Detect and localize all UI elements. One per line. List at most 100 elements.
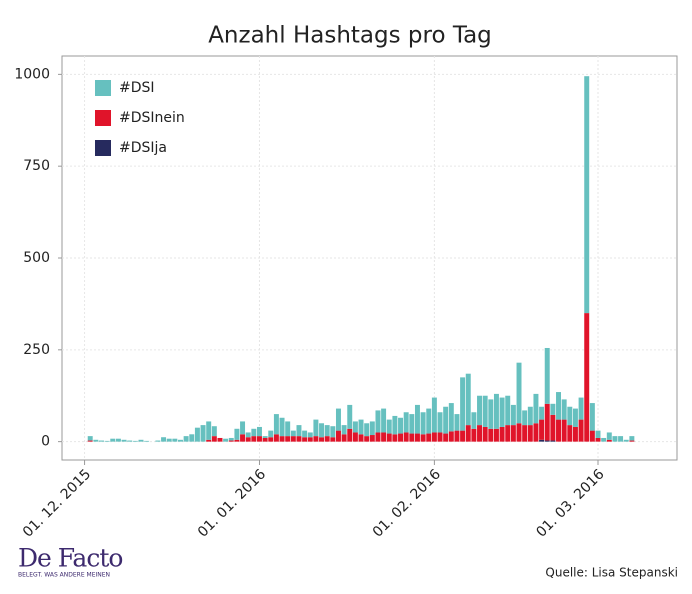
bar-segment [251,436,257,442]
bar-segment [341,434,347,442]
bar-segment [93,439,99,442]
bar-segment [544,440,550,442]
bar-segment [223,438,229,442]
bar-segment [251,428,257,437]
bar-segment [104,440,110,442]
bar-segment [99,440,104,442]
bar-segment [544,347,550,404]
bar-segment [488,399,494,429]
bar-segment [166,438,172,442]
bar-segment [121,439,127,442]
x-tick-label: 01. 12. 2015 [20,466,94,540]
legend-label: #DSInein [119,110,185,126]
bar-segment [448,431,454,442]
bar-segment [465,373,471,426]
bar-segment [279,436,285,442]
bar-segment [330,437,336,442]
bar-segment [584,76,590,314]
bar-segment [471,412,477,429]
legend-label: #DSI [119,80,155,96]
bar-segment [578,397,584,420]
bar-segment [319,437,325,442]
bar-segment [567,406,573,426]
bar-segment [572,408,578,427]
bar-segment [533,423,539,442]
logo-tagline: BELEGT. WAS ANDERE MEINEN [18,572,110,579]
bar-segment [347,428,353,442]
bar-segment [358,434,364,442]
bar-segment [313,419,319,437]
bar-segment [240,421,246,435]
bar-segment [527,425,533,442]
bar-segment [572,426,578,442]
x-tick-label: 01. 02. 2016 [370,466,444,540]
bar-segment [550,414,556,441]
bar-segment [206,421,212,440]
bar-segment [307,437,313,442]
bar-segment [200,425,206,442]
bar-segment [414,404,420,434]
bar-segment [262,436,268,438]
bar-segment [539,406,545,420]
bar-segment [539,439,545,442]
bar-segment [606,439,612,442]
bar-segment [369,435,375,442]
bar-segment [584,313,590,442]
bar-segment [87,436,93,441]
bar-segment [161,437,167,442]
bar-segment [420,434,426,442]
bar-segment [516,362,522,424]
bar-segment [460,377,466,431]
bar-segment [561,399,567,420]
bar-segment [206,439,212,442]
bar-segment [522,425,528,442]
bar-segment [454,414,460,431]
bar-segment [601,437,607,442]
bar-segment [313,436,319,442]
bar-segment [234,428,240,440]
bar-segment [364,423,370,437]
bar-segment [296,436,302,442]
bar-segment [414,433,420,442]
bar-segment [307,432,313,438]
bar-segment [245,432,251,438]
bar-segment [477,395,483,426]
legend-label: #DSIja [119,140,167,156]
bar-segment [375,410,381,433]
bar-segment [228,440,234,442]
bar-segment [398,433,404,442]
bar-segment [381,432,387,442]
bar-segment [595,437,601,442]
bar-segment [505,395,511,426]
bar-segment [290,430,296,437]
bar-segment [499,397,505,427]
bar-segment [623,439,629,442]
bar-segment [183,436,189,442]
bar-segment [347,404,353,429]
bar-segment [211,436,217,442]
y-tick-label: 0 [41,434,50,450]
bar-segment [595,430,601,438]
bar-segment [493,393,499,429]
bar-segment [420,412,426,435]
bar-segment [285,436,291,442]
bar-segment [618,436,624,442]
bar-segment [629,440,635,442]
bar-segment [471,428,477,442]
bar-segment [392,415,398,435]
bar-segment [454,430,460,442]
bar-segment [245,437,251,442]
bar-segment [392,434,398,442]
bar-segment [510,425,516,442]
bar-segment [556,392,561,420]
y-tick-label: 250 [23,342,50,358]
legend-swatch [95,140,111,156]
bar-segment [256,436,262,442]
bar-segment [290,436,296,442]
bar-segment [335,430,341,442]
bar-segment [110,438,116,442]
chart-title: Anzahl Hashtags pro Tag [208,23,492,49]
bar-segment [319,423,325,438]
bar-segment [302,430,308,438]
